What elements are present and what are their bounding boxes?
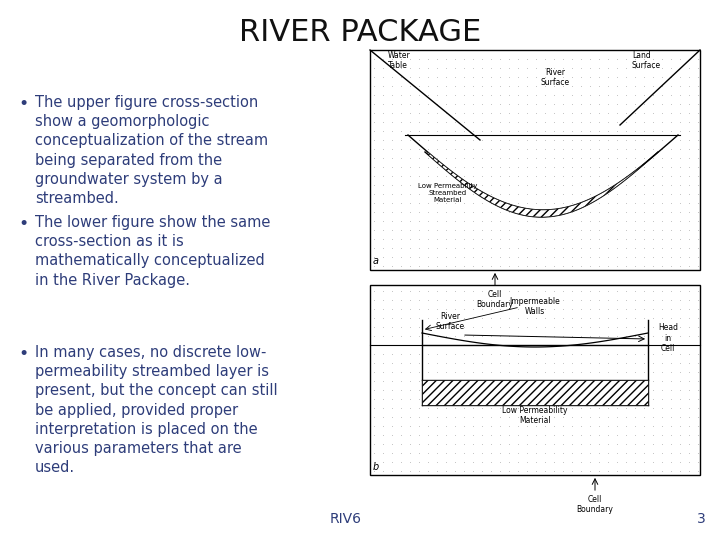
Text: Impermeable
Walls: Impermeable Walls bbox=[510, 297, 560, 316]
Text: Head
in
Cell: Head in Cell bbox=[658, 323, 678, 353]
Text: River
Surface: River Surface bbox=[541, 68, 570, 87]
Text: The lower figure show the same
cross-section as it is
mathematically conceptuali: The lower figure show the same cross-sec… bbox=[35, 215, 271, 288]
Bar bbox=[370, 50, 700, 270]
Bar bbox=[422, 380, 648, 405]
Text: RIV6: RIV6 bbox=[330, 512, 362, 526]
Text: Land
Surface: Land Surface bbox=[632, 51, 661, 70]
Text: b: b bbox=[373, 462, 379, 472]
Text: Cell
Boundary: Cell Boundary bbox=[577, 495, 613, 515]
Text: Low Permeability
Material: Low Permeability Material bbox=[503, 406, 568, 425]
Bar bbox=[370, 285, 700, 475]
Text: •: • bbox=[18, 95, 28, 113]
Text: 3: 3 bbox=[697, 512, 706, 526]
Text: In many cases, no discrete low-
permeability streambed layer is
present, but the: In many cases, no discrete low- permeabi… bbox=[35, 345, 278, 475]
Text: Water
Table: Water Table bbox=[388, 51, 410, 70]
Text: River
Surface: River Surface bbox=[436, 312, 464, 331]
Text: The upper figure cross-section
show a geomorphologic
conceptualization of the st: The upper figure cross-section show a ge… bbox=[35, 95, 268, 206]
Text: RIVER PACKAGE: RIVER PACKAGE bbox=[239, 18, 481, 47]
Text: •: • bbox=[18, 345, 28, 363]
Text: Cell
Boundary: Cell Boundary bbox=[477, 290, 513, 309]
Text: •: • bbox=[18, 215, 28, 233]
Text: Low Permeability
Streambed
Material: Low Permeability Streambed Material bbox=[418, 183, 477, 203]
Text: a: a bbox=[373, 256, 379, 266]
